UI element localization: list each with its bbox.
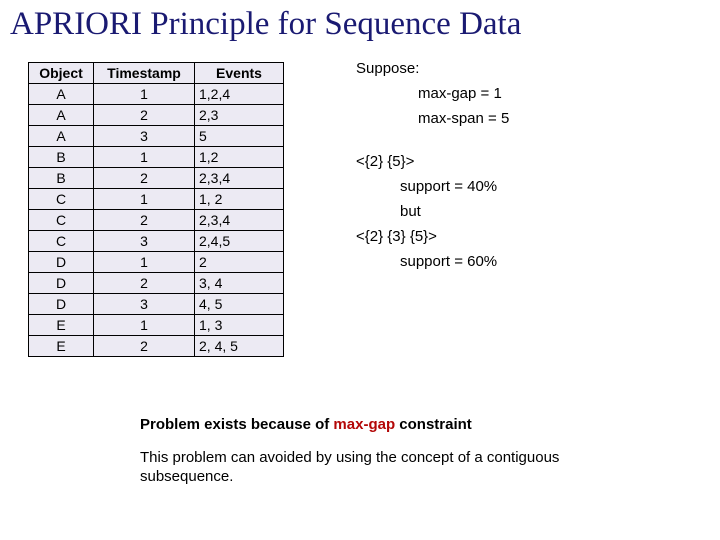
table-row: B11,2 xyxy=(29,147,284,168)
cell-object: B xyxy=(29,147,94,168)
table-row: E11, 3 xyxy=(29,315,284,336)
col-timestamp: Timestamp xyxy=(94,63,195,84)
p1-suffix: constraint xyxy=(395,416,472,433)
p1-highlight: max-gap xyxy=(333,416,395,433)
cell-ts: 1 xyxy=(94,252,195,273)
cell-object: B xyxy=(29,168,94,189)
cell-object: E xyxy=(29,315,94,336)
table-row: D23, 4 xyxy=(29,273,284,294)
cell-events: 4, 5 xyxy=(195,294,284,315)
cell-events: 5 xyxy=(195,126,284,147)
table-row: D12 xyxy=(29,252,284,273)
cell-ts: 1 xyxy=(94,147,195,168)
cell-events: 2,4,5 xyxy=(195,231,284,252)
bottom-text: Problem exists because of max-gap constr… xyxy=(140,416,620,486)
cell-events: 1, 3 xyxy=(195,315,284,336)
suppose-label: Suppose: xyxy=(356,60,509,77)
cell-events: 2,3,4 xyxy=(195,168,284,189)
cell-object: A xyxy=(29,105,94,126)
cell-ts: 3 xyxy=(94,126,195,147)
cell-ts: 2 xyxy=(94,210,195,231)
cell-events: 2 xyxy=(195,252,284,273)
table-header-row: Object Timestamp Events xyxy=(29,63,284,84)
cell-ts: 3 xyxy=(94,294,195,315)
cell-object: D xyxy=(29,273,94,294)
table-row: C32,4,5 xyxy=(29,231,284,252)
table-row: E22, 4, 5 xyxy=(29,336,284,357)
cell-events: 1,2,4 xyxy=(195,84,284,105)
cell-events: 1,2 xyxy=(195,147,284,168)
table-row: A35 xyxy=(29,126,284,147)
cell-events: 1, 2 xyxy=(195,189,284,210)
cell-object: D xyxy=(29,252,94,273)
maxspan-label: max-span = 5 xyxy=(418,110,509,127)
sequence-1: <{2} {5}> xyxy=(356,153,509,170)
col-events: Events xyxy=(195,63,284,84)
content-row: Object Timestamp Events A11,2,4 A22,3 A3… xyxy=(28,62,509,357)
page-title: APRIORI Principle for Sequence Data xyxy=(10,6,521,43)
table-row: C22,3,4 xyxy=(29,210,284,231)
table-row: A11,2,4 xyxy=(29,84,284,105)
cell-object: C xyxy=(29,189,94,210)
table-row: C11, 2 xyxy=(29,189,284,210)
cell-events: 3, 4 xyxy=(195,273,284,294)
cell-events: 2,3,4 xyxy=(195,210,284,231)
support-2: support = 60% xyxy=(400,253,509,270)
cell-events: 2,3 xyxy=(195,105,284,126)
p2-line: This problem can avoided by using the co… xyxy=(140,449,620,487)
cell-ts: 1 xyxy=(94,189,195,210)
right-panel: Suppose: max-gap = 1 max-span = 5 <{2} {… xyxy=(356,62,509,357)
table-row: D34, 5 xyxy=(29,294,284,315)
sequence-2: <{2} {3} {5}> xyxy=(356,228,509,245)
maxgap-label: max-gap = 1 xyxy=(418,85,509,102)
cell-events: 2, 4, 5 xyxy=(195,336,284,357)
cell-object: E xyxy=(29,336,94,357)
cell-object: C xyxy=(29,231,94,252)
data-table: Object Timestamp Events A11,2,4 A22,3 A3… xyxy=(28,62,284,357)
support-1: support = 40% xyxy=(400,178,509,195)
cell-ts: 1 xyxy=(94,315,195,336)
cell-ts: 2 xyxy=(94,105,195,126)
table-row: B22,3,4 xyxy=(29,168,284,189)
cell-ts: 2 xyxy=(94,168,195,189)
table-row: A22,3 xyxy=(29,105,284,126)
col-object: Object xyxy=(29,63,94,84)
p1-prefix: Problem exists because of xyxy=(140,416,333,433)
cell-object: A xyxy=(29,84,94,105)
but-label: but xyxy=(400,203,509,220)
cell-ts: 2 xyxy=(94,273,195,294)
cell-ts: 2 xyxy=(94,336,195,357)
problem-line: Problem exists because of max-gap constr… xyxy=(140,416,620,435)
cell-object: D xyxy=(29,294,94,315)
cell-object: C xyxy=(29,210,94,231)
cell-ts: 3 xyxy=(94,231,195,252)
cell-object: A xyxy=(29,126,94,147)
cell-ts: 1 xyxy=(94,84,195,105)
